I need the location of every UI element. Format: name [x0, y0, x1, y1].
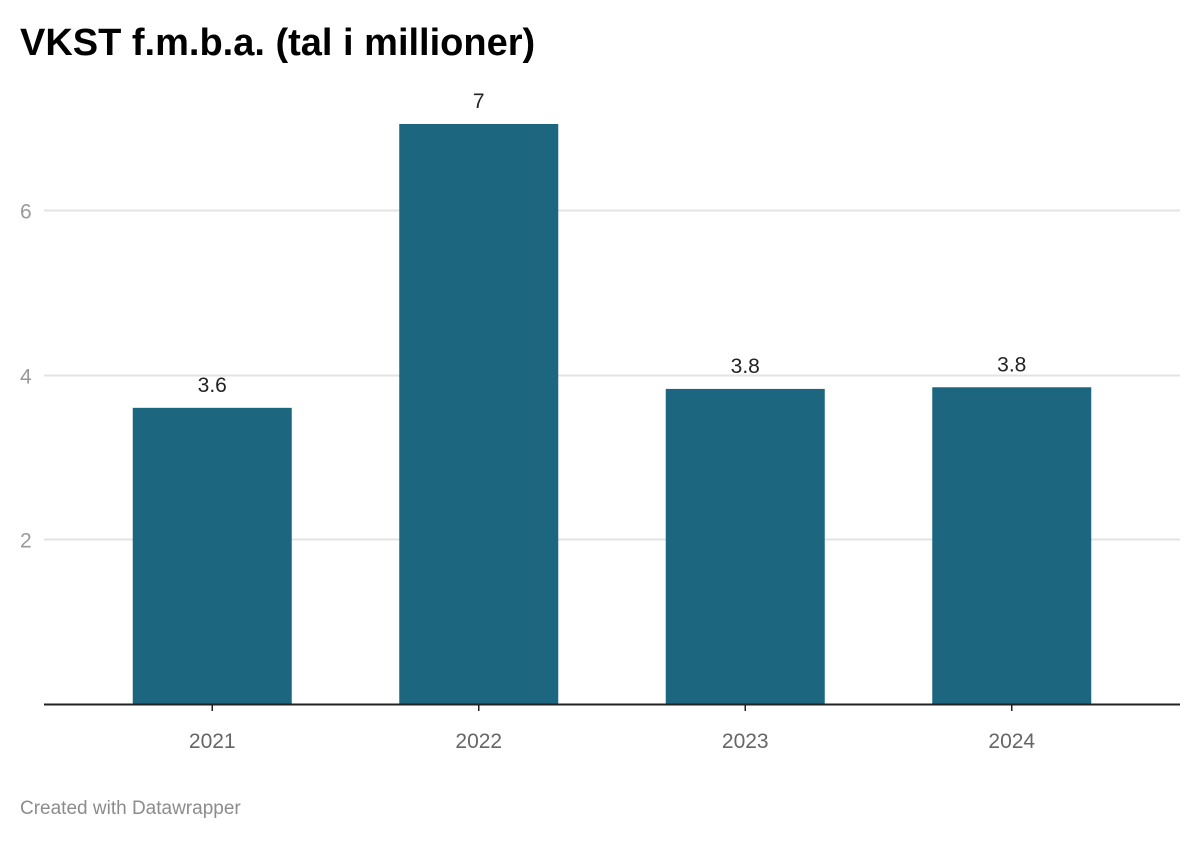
x-tick-label: 2021 — [189, 730, 236, 753]
data-label: 3.8 — [731, 355, 760, 378]
y-tick-label: 6 — [20, 201, 32, 224]
y-tick-label: 2 — [20, 530, 32, 553]
labels: 2 4 6 3.6 2021 7 2022 3.8 2023 3.8 2024 — [20, 90, 1035, 753]
data-label: 7 — [473, 90, 485, 113]
bars — [132, 124, 1092, 704]
bar-2023 — [665, 388, 825, 704]
data-label: 3.6 — [198, 374, 227, 397]
bar-2024 — [932, 387, 1092, 704]
footer-credit: Created with Datawrapper — [20, 798, 241, 819]
chart-title: VKST f.m.b.a. (tal i millioner) — [20, 22, 536, 64]
data-label: 3.8 — [997, 353, 1026, 376]
x-tick-label: 2022 — [455, 730, 502, 753]
x-tick-label: 2023 — [722, 730, 769, 753]
bar-2022 — [399, 124, 559, 704]
y-tick-label: 4 — [20, 366, 32, 389]
x-tick-label: 2024 — [988, 730, 1035, 753]
bar-2021 — [132, 407, 292, 704]
